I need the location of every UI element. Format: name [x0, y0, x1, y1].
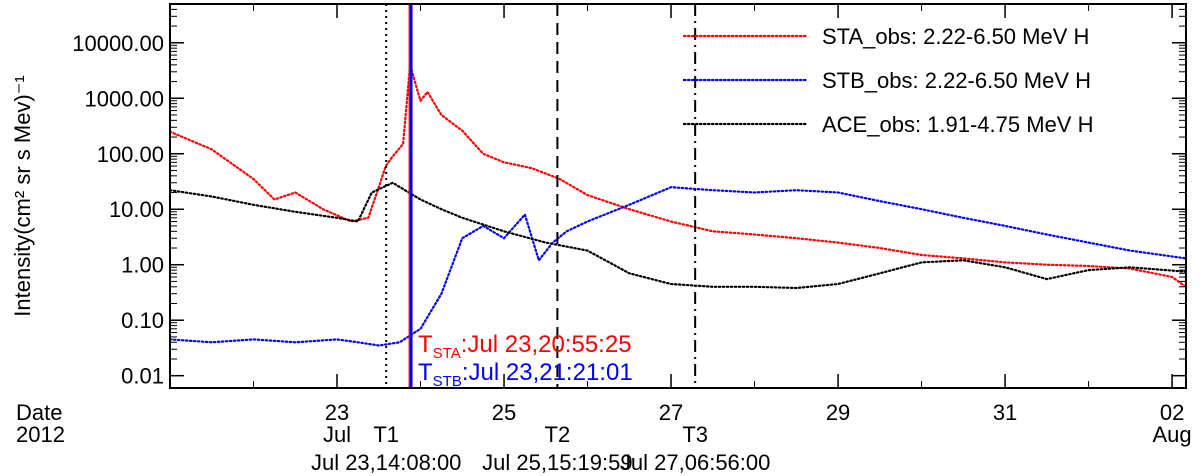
arrival-annotation: TSTB:Jul 23,21:21:01	[418, 359, 633, 390]
x-tick-sublabel: Aug	[1153, 422, 1192, 447]
y-tick-label: 100.00	[97, 142, 164, 167]
y-tick-label: 1000.00	[84, 86, 164, 111]
legend-entry: STB_obs: 2.22-6.50 MeV H	[822, 68, 1091, 93]
x-tick-label: 27	[659, 400, 683, 425]
arrival-annotation: TSTA:Jul 23,20:55:25	[418, 331, 632, 362]
x-axis-year-label: 2012	[16, 422, 65, 447]
y-axis-label: Intensity(cm² sr s Mev)⁻¹	[10, 75, 35, 316]
event-label: T1	[373, 422, 399, 447]
series-layer	[168, 64, 1188, 347]
x-tick-label: 31	[993, 400, 1017, 425]
event-label: T2	[545, 422, 571, 447]
y-tick-label: 10.00	[109, 197, 164, 222]
x-tick-label: 25	[492, 400, 516, 425]
event-time-label: Jul 27,06:56:00	[620, 450, 770, 475]
y-tick-label: 10000.00	[72, 31, 164, 56]
legend-entry: ACE_obs: 1.91-4.75 MeV H	[822, 112, 1093, 137]
series-line-0	[168, 64, 1188, 288]
series-line-1	[168, 186, 1188, 347]
x-tick-label: 23	[325, 400, 349, 425]
event-label: T3	[682, 422, 708, 447]
event-lines-layer	[385, 4, 697, 388]
event-time-label: Jul 25,15:19:59	[482, 450, 632, 475]
series-line-2	[168, 181, 1188, 290]
x-tick-label: 02	[1160, 400, 1184, 425]
x-tick-label: 29	[826, 400, 850, 425]
legend-entry: STA_obs: 2.22-6.50 MeV H	[822, 24, 1089, 49]
x-tick-sublabel: Jul	[323, 422, 351, 447]
event-time-label: Jul 23,14:08:00	[311, 450, 461, 475]
legend: STA_obs: 2.22-6.50 MeV H STB_obs: 2.22-6.…	[682, 24, 1093, 137]
plot-frame	[169, 3, 1187, 389]
y-tick-label: 0.01	[121, 364, 164, 389]
ticks-layer: 10000.00 1000.00 100.00 10.00 1.00 0.10 0.01 23…	[72, 3, 1192, 475]
x-axis-date-label: Date	[16, 400, 62, 425]
y-tick-label: 0.10	[121, 308, 164, 333]
y-tick-label: 1.00	[121, 253, 164, 278]
